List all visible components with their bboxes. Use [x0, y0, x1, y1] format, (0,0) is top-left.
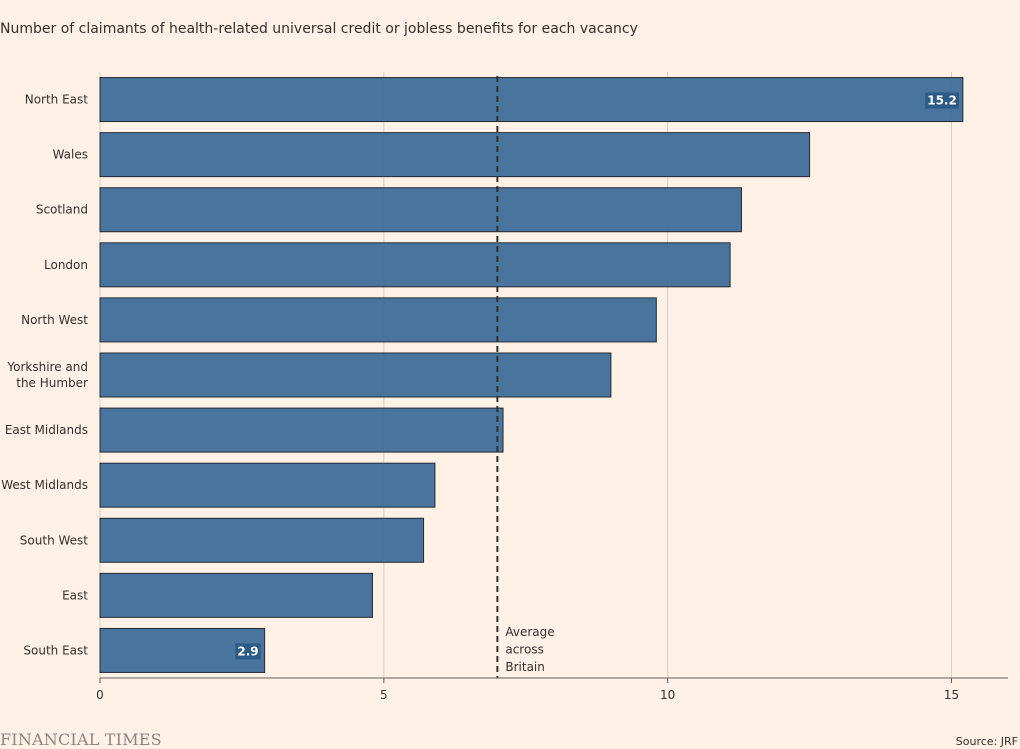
category-label: the Humber — [16, 376, 88, 390]
data-label: 15.2 — [927, 94, 957, 108]
x-tick-label: 10 — [660, 688, 675, 702]
bar — [99, 572, 373, 618]
bar — [99, 352, 612, 398]
bar — [99, 462, 436, 508]
x-tick-label: 0 — [96, 688, 104, 702]
category-label: East — [62, 588, 88, 602]
bar — [99, 77, 964, 123]
bar — [99, 297, 657, 343]
category-label: South West — [20, 533, 88, 547]
ft-logo: FINANCIAL TIMES — [0, 730, 162, 749]
category-label: North East — [25, 93, 89, 107]
category-label: West Midlands — [1, 478, 88, 492]
average-label: across — [505, 643, 543, 657]
category-label: North West — [21, 313, 88, 327]
source-note: Source: JRF — [955, 735, 1018, 748]
bar — [99, 242, 731, 288]
data-label: 2.9 — [237, 644, 258, 658]
category-label: South East — [23, 643, 88, 657]
data-label-background — [235, 643, 261, 660]
data-label-background — [925, 92, 959, 109]
bar — [99, 517, 425, 563]
average-label: Average — [505, 625, 554, 639]
bar — [99, 187, 742, 233]
category-label: London — [44, 258, 88, 272]
x-tick-label: 5 — [380, 688, 388, 702]
bar — [99, 132, 811, 178]
average-label: Britain — [505, 660, 545, 674]
category-label: East Midlands — [5, 423, 88, 437]
category-label: Yorkshire and — [6, 360, 88, 374]
bar — [99, 407, 504, 453]
category-label: Scotland — [36, 203, 88, 217]
category-label: Wales — [53, 148, 88, 162]
x-tick-label: 15 — [944, 688, 959, 702]
chart-subtitle: Number of claimants of health-related un… — [0, 21, 638, 37]
